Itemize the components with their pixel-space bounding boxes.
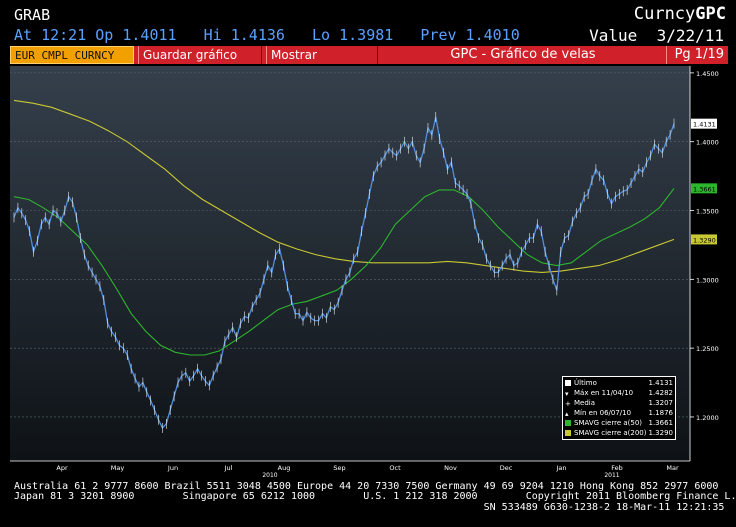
chart-legend: Último 1.4131 ▾ Máx en 11/04/10 1.4282 + Med… — [562, 376, 676, 440]
year-label: 2011 — [604, 472, 619, 478]
y-tick-label: 1.3000 — [696, 276, 719, 284]
screen-title: GPC - Gráfico de velas — [450, 47, 596, 62]
y-tick-label: 1.2000 — [696, 414, 719, 422]
sma50-marker-label: 1.3661 — [693, 185, 716, 193]
x-tick-label: Jan — [555, 464, 566, 472]
last-swatch-icon — [565, 380, 571, 386]
function-toolbar: EUR CMPL CURNCY Guardar gráfico Mostrar … — [10, 46, 728, 64]
save-chart-button[interactable]: Guardar gráfico — [138, 46, 262, 64]
x-tick-label: Dec — [500, 464, 513, 472]
page-indicator[interactable]: Pg 1/19 — [666, 46, 728, 64]
mean-marker-icon: + — [565, 400, 571, 408]
low-marker-icon: ▴ — [565, 410, 569, 418]
legend-row-last: Último 1.4131 — [565, 379, 673, 387]
legend-row-sma50: SMAVG cierre a(50) 1.3661 — [565, 419, 673, 427]
x-tick-label: Jun — [167, 464, 178, 472]
curncy-label: Curncy — [633, 4, 696, 24]
y-tick-label: 1.4000 — [696, 139, 719, 147]
x-tick-label: Nov — [444, 464, 457, 472]
footer-line-3: SN 533489 G630-1238-2 18-Mar-11 12:21:35 — [14, 501, 725, 513]
y-tick-label: 1.3500 — [696, 208, 719, 216]
quote-line: At 12:21 Op 1.4011 Hi 1.4136 Lo 1.3981 P… — [14, 26, 520, 44]
x-tick-label: Jul — [224, 464, 233, 472]
x-tick-label: Apr — [56, 464, 68, 472]
ticker-label: GRAB — [14, 6, 51, 24]
sma200-marker-label: 1.3290 — [693, 236, 716, 244]
price-marker-label: 1.4131 — [693, 121, 716, 129]
sma200-swatch-icon — [565, 430, 571, 436]
sma200-line — [13, 99, 675, 273]
footer-line-1: Australia 61 2 9777 8600 Brazil 5511 304… — [14, 481, 719, 492]
y-tick-label: 1.2500 — [696, 345, 719, 353]
function-title: CurncyGPC — [634, 4, 726, 24]
price-line — [13, 116, 675, 430]
x-tick-label: Aug — [278, 464, 291, 472]
sma50-marker-box — [691, 183, 717, 194]
value-date: Value 3/22/11 — [589, 26, 724, 45]
legend-row-low: ▴ Mín en 06/07/10 1.1876 — [565, 409, 673, 418]
x-tick-label: Mar — [666, 464, 679, 472]
function-code: GPC — [695, 4, 726, 24]
sma200-marker-box — [691, 234, 717, 245]
high-marker-icon: ▾ — [565, 390, 569, 398]
x-tick-label: Sep — [333, 464, 345, 472]
x-tick-label: May — [111, 464, 125, 472]
footer-line-2: Japan 81 3 3201 8900 Singapore 65 6212 1… — [14, 491, 736, 503]
candlestick-chart[interactable]: 1.2000 1.2500 1.3000 1.3500 1.4000 1.4500 Apr… — [10, 66, 728, 478]
legend-row-high: ▾ Máx en 11/04/10 1.4282 — [565, 389, 673, 398]
show-button[interactable]: Mostrar — [266, 46, 378, 64]
year-label: 2010 — [262, 472, 277, 478]
legend-row-mean: + Media 1.3207 — [565, 399, 673, 408]
footer-contacts: Australia 61 2 9777 8600 Brazil 5511 304… — [14, 481, 736, 513]
x-tick-label: Feb — [611, 464, 623, 472]
y-tick-label: 1.4500 — [696, 70, 719, 78]
x-tick-label: Oct — [389, 464, 401, 472]
security-field[interactable]: EUR CMPL CURNCY — [10, 46, 134, 64]
legend-row-sma200: SMAVG cierre a(200) 1.3290 — [565, 429, 673, 437]
price-marker-box — [691, 118, 717, 129]
sma50-swatch-icon — [565, 420, 571, 426]
